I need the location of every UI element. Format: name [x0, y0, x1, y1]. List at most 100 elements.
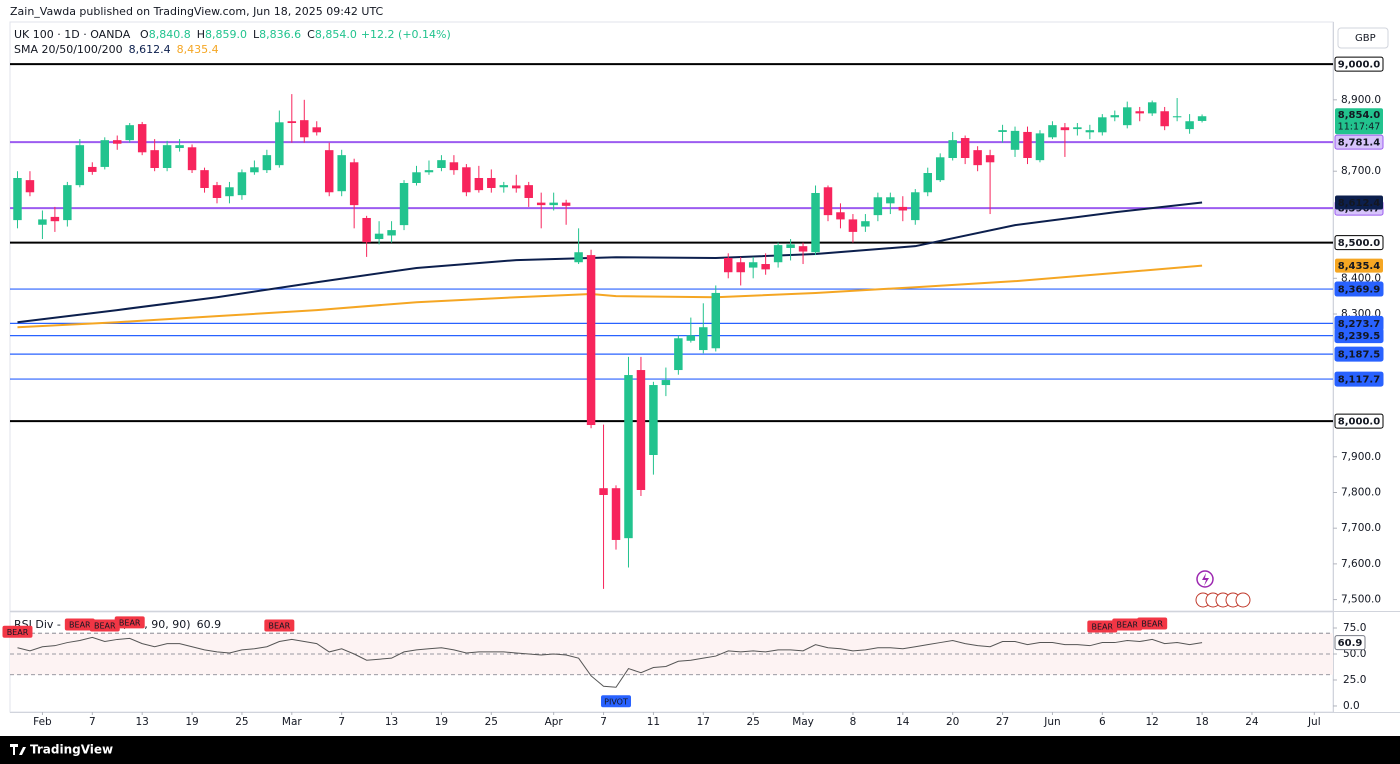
rsi-value: 60.9 — [197, 618, 222, 631]
candle-body — [524, 185, 533, 198]
level-tag — [1334, 346, 1384, 362]
signal-text: BEAR — [7, 628, 29, 637]
y-tick-label: 7,500.0 — [1341, 594, 1381, 606]
level-tag-label: 8,000.0 — [1338, 417, 1380, 428]
y-tick-label: 8,400.0 — [1341, 272, 1381, 284]
candle-body — [1035, 133, 1045, 161]
ohlc-key: C — [307, 28, 315, 41]
candle-body — [1098, 117, 1107, 133]
x-tick-label: Jun — [1043, 716, 1060, 728]
level-tag-label: 8,239.5 — [1338, 331, 1380, 342]
rsi — [10, 632, 1333, 688]
x-tick-label: 25 — [485, 716, 498, 728]
sma-line — [17, 264, 1203, 329]
candle-body — [786, 244, 795, 248]
candle-body — [811, 192, 820, 253]
flag-icons[interactable] — [1195, 592, 1251, 608]
candle-body — [586, 255, 596, 426]
axes: UK 100 · 1D · OANDA O8,840.8 H8,859.0 L8,83… — [2, 28, 1384, 728]
candle-body — [512, 185, 521, 189]
candle-body — [1010, 130, 1020, 150]
candle-body — [462, 167, 471, 193]
ohlc-key: O — [140, 28, 149, 41]
candles — [13, 94, 1207, 589]
x-tick-label: 27 — [996, 716, 1009, 728]
level-tag — [1334, 328, 1384, 344]
candle-body — [973, 150, 982, 166]
currency-box[interactable] — [1337, 27, 1389, 49]
candle-body — [699, 327, 708, 351]
sma-tag — [1335, 258, 1383, 273]
level-tag-label: 8,500.0 — [1338, 238, 1380, 249]
candle-body — [300, 120, 309, 138]
candle-body — [424, 170, 434, 173]
signal-text: BEAR — [1092, 623, 1114, 632]
x-tick-label: Apr — [545, 716, 564, 728]
x-tick-label: 11 — [647, 716, 660, 728]
x-tick-label: 8 — [850, 716, 857, 728]
candle-body — [536, 202, 546, 206]
y-tick-label: 7,700.0 — [1341, 522, 1381, 534]
x-tick-label: 7 — [338, 716, 345, 728]
signal-text: BEAR — [1116, 620, 1138, 629]
candle-body — [50, 216, 60, 222]
level-tag — [1334, 371, 1384, 387]
sma-value: 8,612.4 — [129, 43, 171, 56]
x-tick-label: 12 — [1146, 716, 1159, 728]
x-tick-label: 14 — [896, 716, 910, 728]
x-tick-label: 20 — [946, 716, 959, 728]
x-tick-label: 7 — [89, 716, 96, 728]
candle-body — [748, 262, 758, 268]
candle-body — [324, 150, 334, 193]
candle-body — [412, 172, 421, 183]
sma-value: 8,435.4 — [177, 43, 219, 56]
ohlc-value: 8,854.0 — [315, 28, 357, 41]
candle-body — [1135, 111, 1144, 114]
candle-body — [1172, 116, 1182, 118]
x-tick-label: 19 — [185, 716, 198, 728]
y-tick-label: 8,700.0 — [1341, 165, 1381, 177]
candle-body — [349, 162, 359, 206]
rsi-tick-label: 25.0 — [1343, 674, 1366, 686]
candle-body — [674, 338, 683, 371]
flag-icon[interactable] — [1235, 592, 1251, 608]
signal-text: BEAR — [119, 618, 141, 627]
candle-body — [437, 160, 446, 169]
candle-body — [474, 177, 484, 191]
candle-body — [449, 162, 459, 171]
candle-body — [312, 127, 321, 133]
candle-body — [861, 221, 870, 227]
rsi-tick-label: 75.0 — [1343, 622, 1366, 634]
candle-body — [337, 155, 346, 192]
candle-body — [1160, 111, 1169, 127]
legend-line: UK 100 · 1D · OANDA O8,840.8 H8,859.0 L8,83… — [14, 28, 451, 41]
x-tick-label: May — [792, 716, 814, 728]
candle-body — [948, 140, 957, 159]
candle-body — [175, 145, 184, 149]
candle-body — [150, 150, 159, 169]
candle-body — [162, 145, 172, 169]
footer — [0, 736, 1400, 764]
candle-body — [112, 140, 122, 144]
candle-body — [873, 197, 883, 216]
signal-text: BEAR — [269, 622, 291, 631]
candle-body — [761, 264, 770, 270]
candle-body — [1185, 121, 1194, 130]
candle-body — [487, 177, 496, 188]
x-tick-label: 17 — [697, 716, 710, 728]
ohlc-value: 8,836.6 — [259, 28, 301, 41]
level-tag-label: 8,369.9 — [1338, 285, 1380, 296]
candle-body — [362, 217, 371, 243]
signal-label — [1137, 617, 1168, 630]
level-tag — [1334, 56, 1384, 72]
x-tick-label: Jul — [1307, 716, 1321, 728]
candle-body — [923, 172, 932, 193]
candle-body — [1123, 107, 1132, 126]
logo — [10, 744, 26, 755]
sma-legend: SMA 20/50/100/200 8,612.4 8,435.4 — [14, 43, 219, 56]
candle-body — [374, 233, 384, 240]
level-tag — [1334, 235, 1384, 251]
candle-body — [723, 257, 733, 273]
x-tick-label: Feb — [33, 716, 52, 728]
